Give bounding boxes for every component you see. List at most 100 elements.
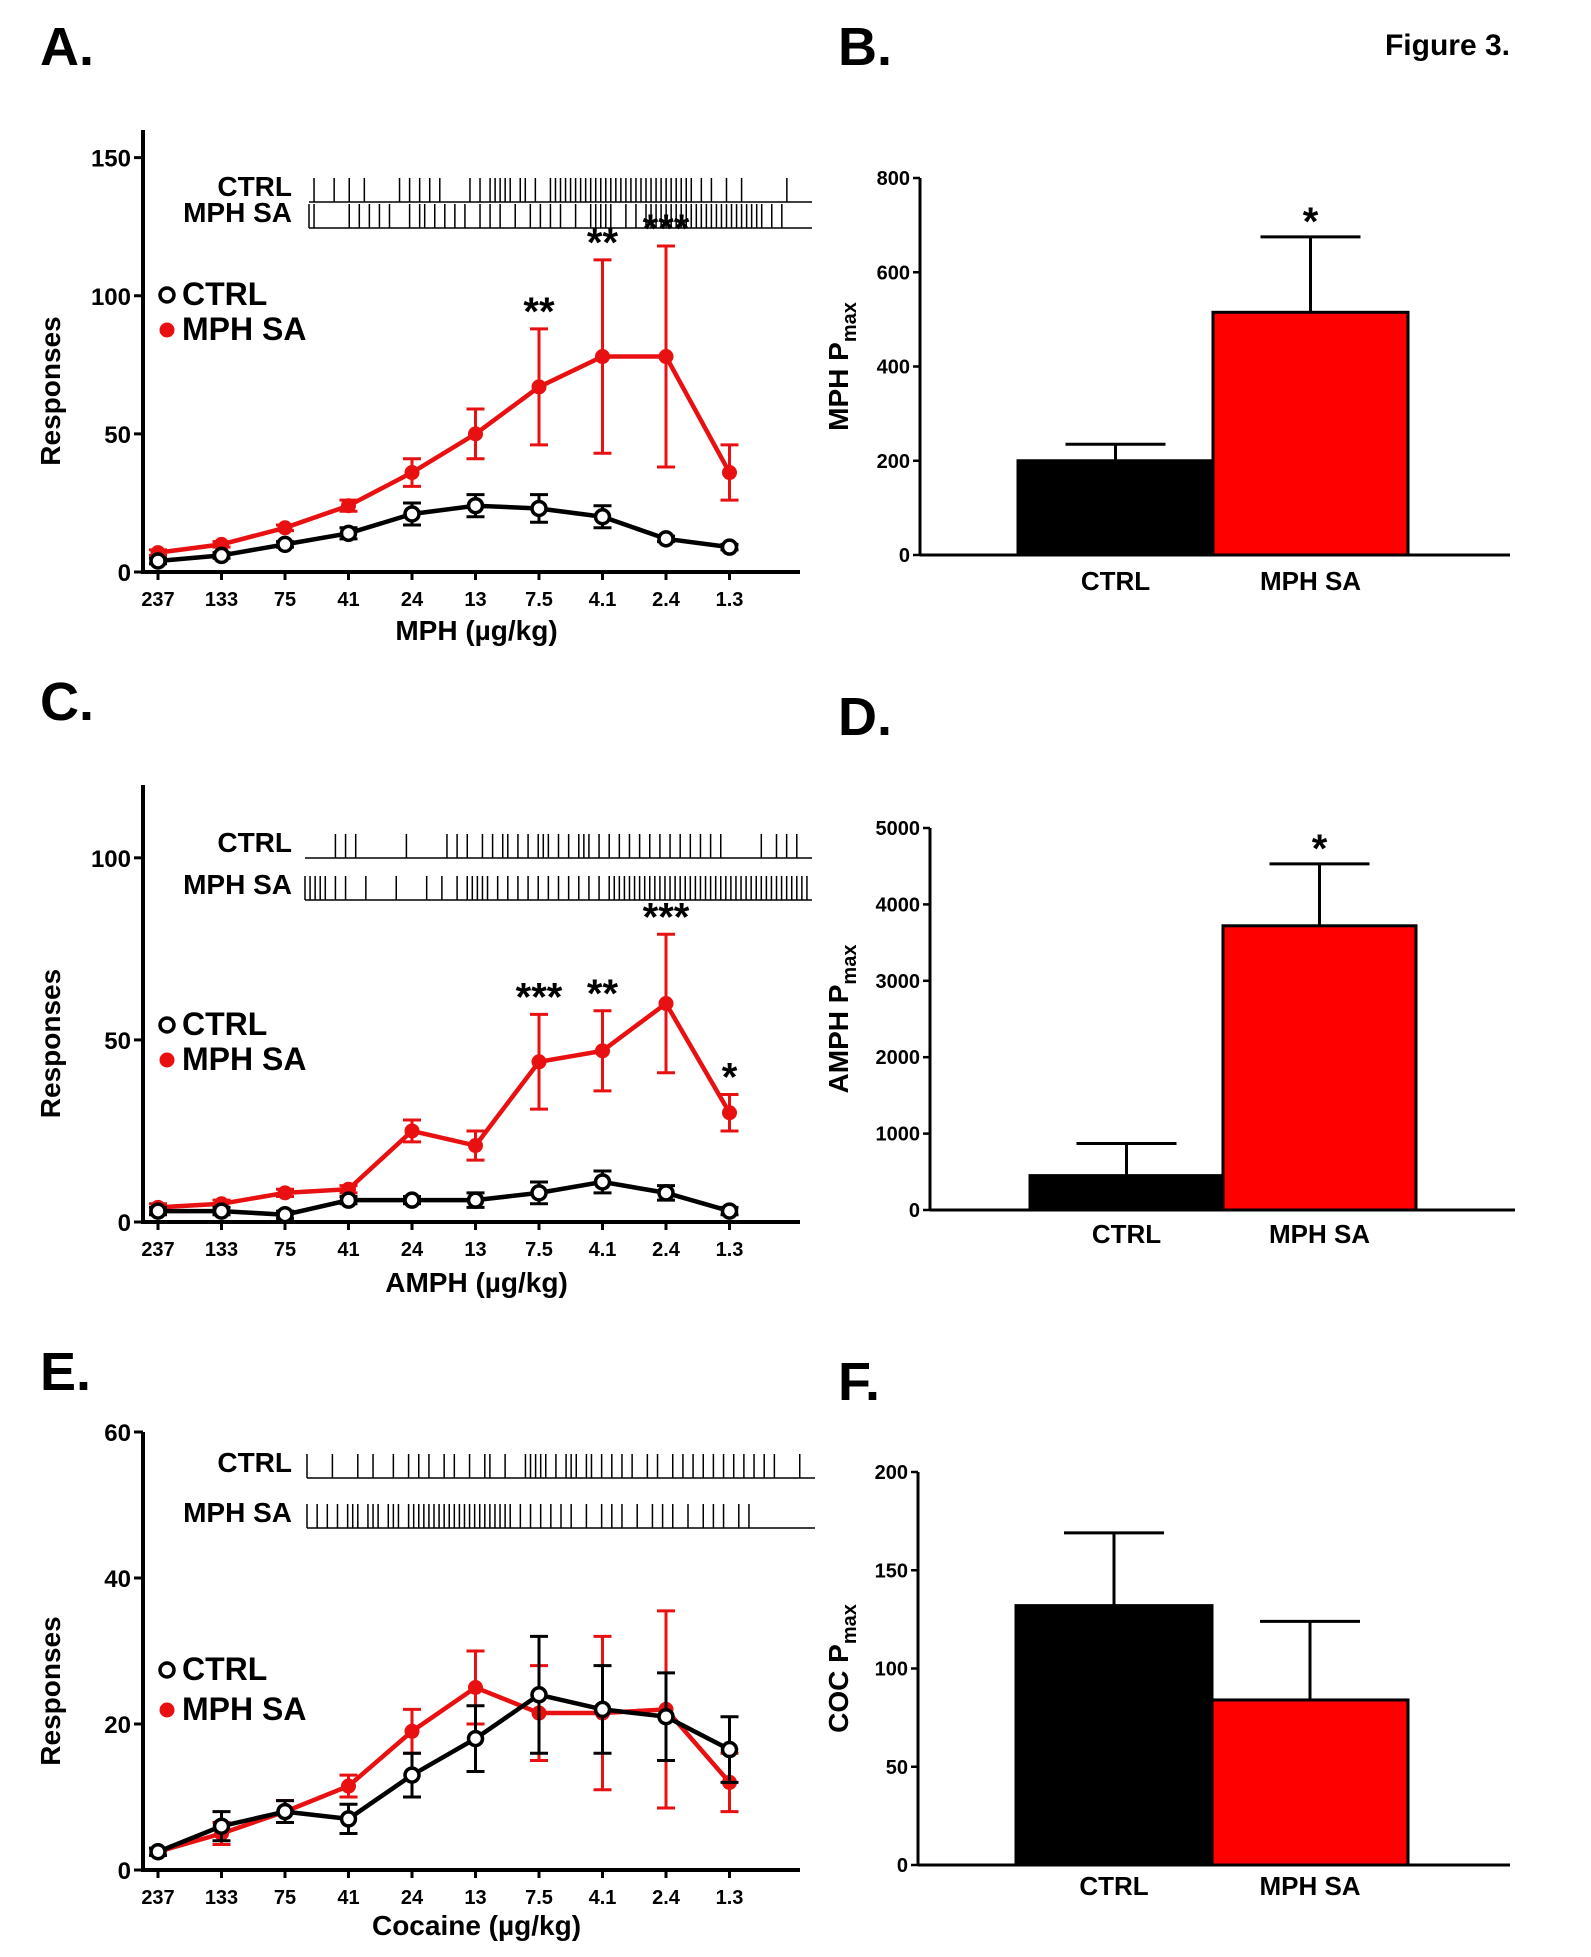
x-tick-label: 4.1	[589, 589, 617, 611]
data-point	[341, 1778, 356, 1794]
series-line	[157, 354, 732, 555]
raster-label: CTRL	[217, 171, 292, 202]
bar	[1016, 459, 1215, 557]
y-axis-title: Responses	[35, 969, 66, 1118]
data-point	[468, 1680, 483, 1695]
legend-label: MPH SA	[182, 1041, 306, 1077]
series-mph-sa	[149, 244, 739, 561]
data-point	[212, 1202, 231, 1220]
x-tick-label: 41	[337, 589, 359, 611]
y-axis-title: Responses	[35, 316, 66, 465]
x-tick-label: 24	[401, 1239, 424, 1261]
x-category-label: CTRL	[1081, 566, 1150, 596]
panel-letter: D.	[838, 687, 892, 747]
data-point	[530, 1184, 548, 1202]
data-point	[339, 1191, 358, 1209]
data-point	[404, 1723, 420, 1739]
data-point	[277, 1185, 293, 1201]
y-axis-title-main: MPH P	[823, 342, 854, 431]
bar	[1210, 1698, 1410, 1867]
bar	[1014, 1604, 1214, 1867]
y-tick-label: 50	[104, 422, 131, 449]
legend-marker	[158, 1016, 176, 1034]
y-tick-label: 40	[104, 1566, 131, 1593]
significance-label: ***	[516, 975, 563, 1019]
y-tick-label: 0	[118, 1858, 131, 1885]
y-axis-title-subscript: max	[839, 302, 861, 342]
series-line	[158, 1179, 731, 1217]
y-tick-label: 5000	[876, 818, 921, 840]
x-tick-label: 133	[205, 589, 238, 611]
raster-label: CTRL	[217, 1447, 292, 1478]
data-point	[720, 1202, 739, 1220]
data-point	[149, 552, 167, 570]
significance-label: **	[523, 290, 555, 334]
panel-letter: A.	[40, 17, 94, 77]
y-tick-label: 100	[91, 846, 131, 873]
y-tick-label: 2000	[876, 1047, 921, 1069]
data-point	[276, 1205, 294, 1224]
legend-label: CTRL	[182, 276, 267, 312]
legend-marker	[159, 1702, 175, 1718]
y-axis-title-main: AMPH P	[823, 985, 854, 1094]
y-tick-label: 4000	[876, 894, 921, 916]
y-tick-label: 50	[886, 1757, 908, 1779]
data-point	[530, 1686, 548, 1704]
x-tick-label: 237	[141, 1887, 174, 1909]
series-ctrl	[149, 1634, 739, 1861]
y-tick-label: 150	[91, 146, 131, 173]
x-tick-label: 41	[337, 1887, 359, 1909]
y-tick-label: 100	[875, 1659, 908, 1681]
x-tick-label: 1.3	[716, 589, 744, 611]
panel-letter: C.	[40, 672, 94, 732]
y-tick-label: 600	[877, 262, 910, 284]
x-tick-label: 7.5	[525, 589, 553, 611]
raster-label: MPH SA	[183, 1497, 292, 1528]
data-point	[593, 508, 612, 526]
panel-a: A. 0 50 100 150 237 133 75 41 24 13 7.5 4.1 2.4 1.3 MPH…	[35, 17, 812, 646]
panel-d: D. 0 1000 2000 3000 4000 5000 AMPH Pmax CTRL MPH …	[823, 687, 1515, 1249]
bar	[1028, 1174, 1225, 1212]
data-point	[595, 349, 610, 365]
data-point	[404, 465, 420, 481]
y-tick-label: 20	[104, 1712, 131, 1739]
y-tick-label: 0	[118, 560, 131, 587]
y-tick-label: 50	[104, 1028, 131, 1055]
data-point	[658, 996, 674, 1011]
data-point	[466, 1729, 485, 1748]
x-tick-label: 75	[274, 589, 296, 611]
y-tick-label: 1000	[876, 1124, 921, 1146]
y-tick-label: 800	[877, 168, 910, 190]
y-tick-label: 100	[91, 284, 131, 311]
data-point	[657, 1184, 675, 1202]
raster-label: MPH SA	[183, 197, 292, 228]
significance-label: *	[722, 1056, 738, 1100]
data-point	[277, 520, 293, 536]
data-point	[722, 1105, 737, 1121]
x-tick-label: 1.3	[716, 1239, 744, 1261]
y-axis-title-main: COC P	[823, 1644, 854, 1733]
data-point	[595, 1043, 610, 1059]
legend-marker	[159, 1052, 175, 1068]
data-point	[403, 1766, 421, 1784]
x-tick-label: 13	[464, 1887, 486, 1909]
data-point	[468, 1138, 483, 1154]
significance-label: *	[1303, 200, 1319, 244]
data-point	[468, 426, 483, 442]
legend-label: CTRL	[182, 1651, 267, 1687]
x-tick-label: 237	[141, 589, 174, 611]
legend-marker	[158, 1661, 176, 1679]
x-category-label: CTRL	[1079, 1871, 1148, 1901]
data-point	[530, 499, 548, 518]
significance-label: *	[1312, 827, 1328, 871]
x-tick-label: 4.1	[589, 1887, 617, 1909]
panel-letter: F.	[838, 1352, 880, 1412]
x-tick-label: 41	[337, 1239, 359, 1261]
y-axis-title: MPH Pmax	[823, 302, 861, 431]
raster-label: MPH SA	[183, 869, 292, 900]
y-axis-title: COC Pmax	[823, 1604, 861, 1733]
y-tick-label: 0	[899, 545, 910, 567]
data-point	[720, 1740, 739, 1759]
legend-label: CTRL	[182, 1006, 267, 1042]
figure-title: Figure 3.	[1385, 29, 1510, 62]
